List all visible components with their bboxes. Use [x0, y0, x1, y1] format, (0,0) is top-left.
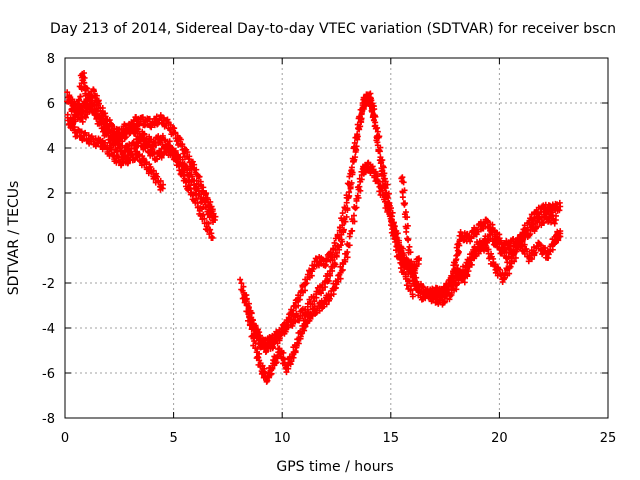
- y-tick-label: 4: [47, 142, 55, 157]
- x-tick-label: 10: [274, 431, 291, 446]
- x-tick-label: 20: [491, 431, 508, 446]
- series-4: [68, 98, 216, 216]
- y-ticks: -8 -6 -4 -2 0 2 4 6 8: [42, 52, 608, 427]
- series-points: [430, 216, 564, 301]
- chart-title: Day 213 of 2014, Sidereal Day-to-day VTE…: [50, 21, 616, 37]
- series-5: [237, 159, 412, 385]
- y-tick-label: -8: [42, 412, 55, 427]
- series-points: [64, 111, 167, 193]
- y-tick-label: -4: [42, 322, 55, 337]
- y-tick-label: 0: [47, 232, 55, 247]
- x-tick-label: 5: [169, 431, 177, 446]
- series-points: [68, 98, 216, 216]
- y-axis-label: SDTVAR / TECUs: [6, 181, 22, 296]
- y-tick-label: -6: [42, 367, 55, 382]
- y-tick-label: 2: [47, 187, 55, 202]
- data-points: [64, 69, 564, 385]
- series-10: [430, 216, 564, 301]
- series-points: [246, 90, 423, 356]
- series-points: [398, 174, 559, 308]
- series-points: [241, 92, 416, 351]
- x-ticks: 0 5 10 15 20 25: [61, 58, 616, 446]
- x-axis-label: GPS time / hours: [276, 459, 393, 475]
- series-6: [241, 92, 416, 351]
- y-tick-label: 6: [47, 97, 55, 112]
- y-tick-label: 8: [47, 52, 55, 67]
- series-8: [398, 174, 559, 308]
- y-tick-label: -2: [42, 277, 55, 292]
- series-points: [237, 159, 412, 385]
- x-tick-label: 25: [600, 431, 617, 446]
- x-tick-label: 0: [61, 431, 69, 446]
- series-7: [246, 90, 423, 356]
- x-tick-label: 15: [383, 431, 400, 446]
- series-2: [64, 111, 167, 193]
